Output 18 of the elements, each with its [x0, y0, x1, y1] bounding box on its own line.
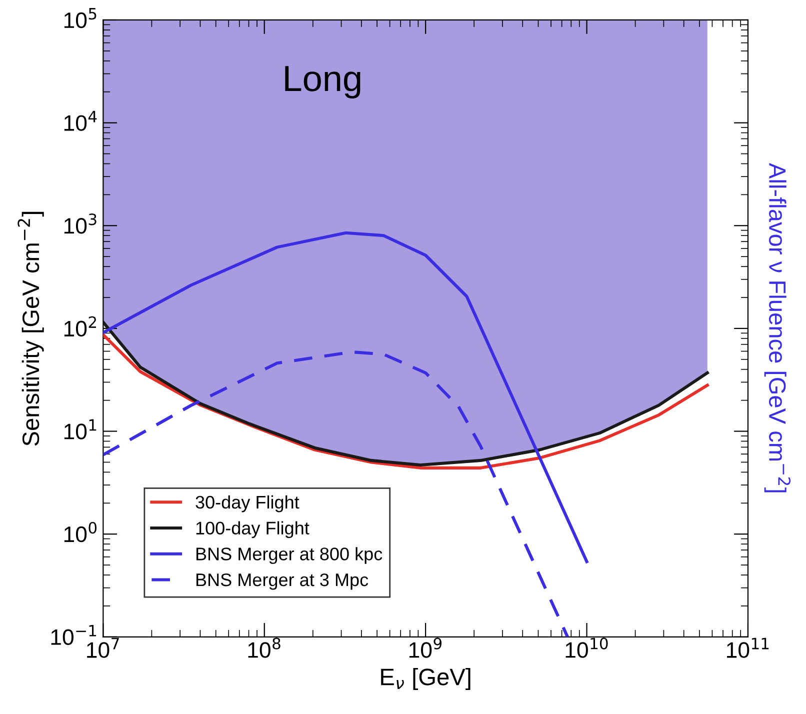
y2-axis-title: All-flavor ν Fluence [GeV cm$^{−2}$]: [764, 162, 791, 492]
legend-label: BNS Merger at 3 Mpc: [196, 573, 368, 590]
y-tick-label: 10$^{0}$: [64, 522, 97, 542]
y-axis-title: Sensitivity [GeV cm$^{−2}$]: [18, 212, 44, 446]
x-axis-title: E$_{ν}$ [GeV]: [381, 668, 470, 690]
legend-label: 100-day Flight: [196, 521, 310, 538]
legend-label: BNS Merger at 800 kpc: [196, 547, 382, 564]
x-tick-label: 10$^{8}$: [248, 638, 280, 658]
y-tick-label: 10$^{2}$: [64, 316, 96, 337]
y-tick-label: 10$^{5}$: [64, 8, 96, 28]
y-tick-label: 10$^{3}$: [64, 213, 96, 234]
x-tick-label: 10$^{11}$: [726, 638, 769, 658]
x-tick-label: 10$^{9}$: [409, 638, 442, 658]
legend-label: 30-day Flight: [196, 495, 300, 512]
x-tick-label: 10$^{10}$: [566, 638, 608, 658]
y-tick-label: 10$^{4}$: [64, 110, 97, 131]
annotation: Long: [285, 66, 360, 99]
y-tick-label: 10$^{1}$: [64, 419, 96, 440]
